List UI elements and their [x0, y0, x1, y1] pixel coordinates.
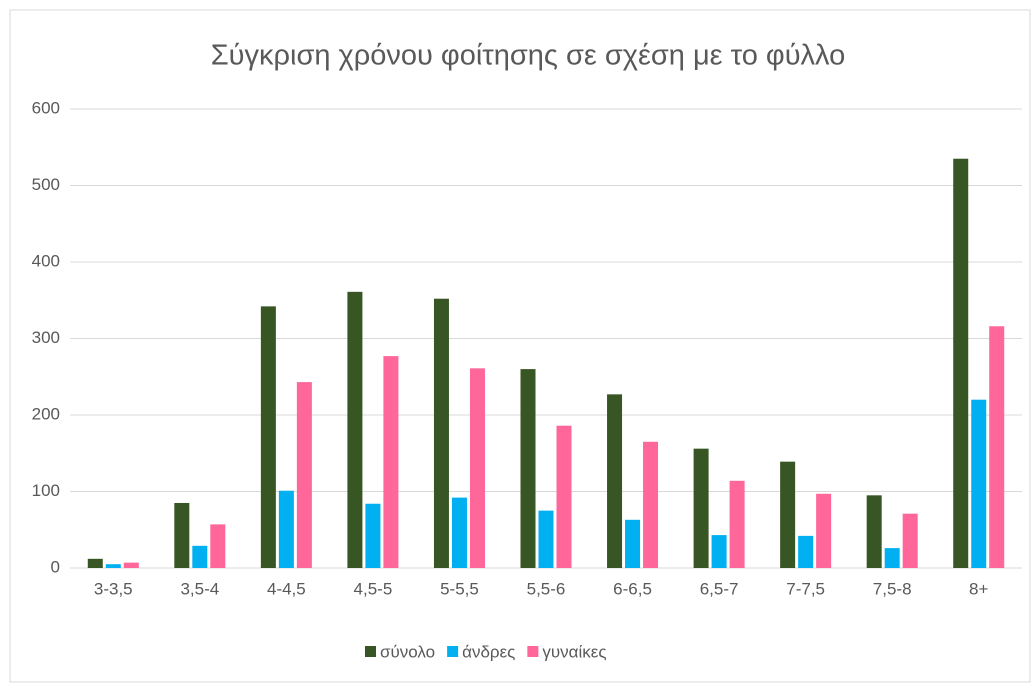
bar	[693, 448, 709, 568]
legend-swatch	[527, 646, 539, 657]
bar	[87, 558, 103, 568]
bar	[469, 368, 485, 568]
bar	[625, 519, 641, 568]
bar	[989, 326, 1005, 568]
x-tick-label: 7,5-8	[873, 579, 912, 598]
y-tick-label: 0	[51, 557, 60, 576]
x-tick-label: 5,5-6	[527, 579, 566, 598]
x-tick-label: 4,5-5	[354, 579, 393, 598]
legend-swatch	[447, 646, 459, 657]
bar	[365, 503, 381, 568]
bar	[953, 158, 969, 568]
bar	[174, 502, 190, 568]
bar	[884, 548, 900, 568]
legend-swatch	[365, 646, 376, 657]
bar	[260, 306, 276, 568]
x-tick-label: 5-5,5	[440, 579, 479, 598]
x-tick-label: 6-6,5	[613, 579, 652, 598]
bar	[451, 497, 467, 568]
bar	[433, 298, 449, 568]
legend-label: σύνολο	[380, 642, 435, 661]
bar	[729, 480, 745, 568]
bar	[866, 495, 882, 568]
x-tick-label: 6,5-7	[700, 579, 739, 598]
chart-title: Σύγκριση χρόνου φοίτησης σε σχέση με το …	[211, 40, 846, 72]
bar	[902, 513, 918, 568]
bar	[538, 510, 554, 568]
bar	[296, 382, 312, 568]
bar	[520, 369, 536, 568]
bar	[780, 461, 796, 568]
bar	[798, 535, 814, 568]
legend-label: άνδρες	[462, 642, 515, 661]
bar	[971, 399, 987, 568]
bar	[278, 490, 294, 568]
y-tick-label: 500	[32, 175, 60, 194]
bar	[123, 562, 139, 568]
y-tick-label: 600	[32, 98, 60, 117]
x-tick-label: 3,5-4	[180, 579, 219, 598]
x-tick-label: 4-4,5	[267, 579, 306, 598]
y-tick-label: 100	[32, 481, 60, 500]
chart-border	[9, 9, 1031, 683]
bar	[607, 394, 623, 568]
y-tick-label: 200	[32, 404, 60, 423]
bar	[383, 356, 399, 568]
x-tick-label: 3-3,5	[94, 579, 133, 598]
bar	[105, 564, 121, 568]
x-tick-label: 8+	[969, 579, 988, 598]
y-tick-label: 400	[32, 251, 60, 270]
bar	[816, 493, 832, 568]
legend-label: γυναίκες	[542, 642, 606, 661]
x-tick-label: 7-7,5	[786, 579, 825, 598]
bar	[556, 425, 572, 568]
bar	[643, 441, 659, 568]
bar	[210, 524, 226, 568]
bar	[711, 535, 727, 568]
bar	[192, 545, 208, 568]
y-tick-label: 300	[32, 328, 60, 347]
bar	[347, 291, 363, 568]
